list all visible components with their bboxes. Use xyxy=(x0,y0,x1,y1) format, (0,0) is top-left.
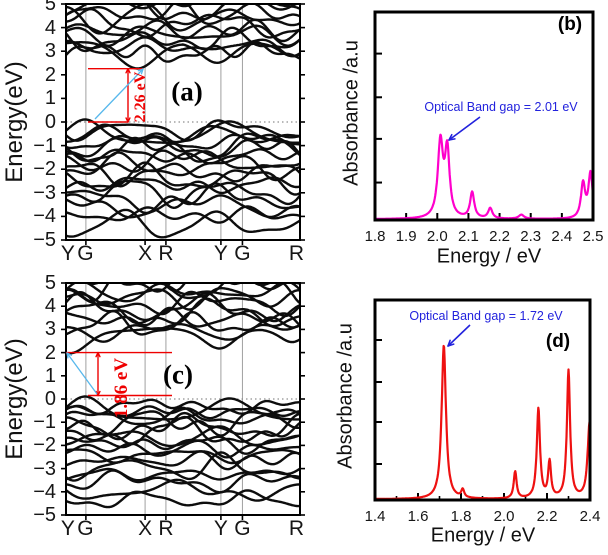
y-tick-label-c: −1 xyxy=(33,411,56,434)
x-tick-label-c: Y xyxy=(60,517,75,540)
x-tick-label-d: 2.2 xyxy=(536,508,558,525)
x-tick-label-b: 2.5 xyxy=(582,228,604,245)
y-tick-label-a: −4 xyxy=(33,205,56,228)
x-tick-label-b: 2.4 xyxy=(551,228,573,245)
absorbance-plot-d xyxy=(373,298,592,502)
y-tick-label-c: −3 xyxy=(33,457,56,480)
y-tick-label-c: 3 xyxy=(44,318,56,341)
y-tick-label-c: −2 xyxy=(33,434,56,457)
y-tick-label-c: 5 xyxy=(44,272,56,294)
x-tick-label-a: G xyxy=(234,242,251,265)
y-tick-label-a: 5 xyxy=(44,0,56,15)
optical-band-gap-annotation-d: Optical Band gap = 1.72 eV xyxy=(409,309,563,323)
x-tick-label-a: Y xyxy=(213,242,228,265)
optical-band-gap-annotation-b: Optical Band gap = 2.01 eV xyxy=(424,100,578,114)
x-tick-label-b: 1.8 xyxy=(364,228,386,245)
y-tick-label-c: 1 xyxy=(44,364,56,387)
y-tick-label-a: −2 xyxy=(33,158,56,181)
x-tick-label-a: G xyxy=(77,242,94,265)
x-tick-label-d: 1.6 xyxy=(407,508,429,525)
x-tick-label-d: 2.4 xyxy=(579,508,601,525)
x-tick-label-b: 1.9 xyxy=(395,228,417,245)
x-tick-label-b: 2.2 xyxy=(489,228,510,245)
y-tick-label-a: −3 xyxy=(33,181,56,204)
y-axis-label-b: Absorbance /a.u xyxy=(340,40,363,186)
x-tick-label-c: G xyxy=(77,517,94,540)
x-tick-label-c: R xyxy=(288,517,305,540)
x-tick-label-a: Y xyxy=(60,242,75,265)
y-tick-label-c: 2 xyxy=(44,341,56,364)
panel-label-c: (c) xyxy=(163,359,193,390)
x-tick-label-c: G xyxy=(234,517,251,540)
y-tick-label-c: 0 xyxy=(44,388,56,410)
band-structure-plot-c xyxy=(61,282,305,520)
x-tick-label-b: 2.1 xyxy=(457,228,479,245)
x-tick-label-c: R xyxy=(158,517,174,540)
panel-label-d: (d) xyxy=(545,331,571,352)
y-tick-label-a: 0 xyxy=(44,111,56,133)
x-tick-label-c: Y xyxy=(213,517,228,540)
y-tick-label-c: −5 xyxy=(33,504,56,526)
band-gap-annotation-c: 1.86 eV xyxy=(111,357,132,419)
absorbance-plot-b xyxy=(373,10,595,222)
x-tick-label-a: R xyxy=(158,242,174,265)
x-axis-label-d: Energy / eV xyxy=(430,524,536,547)
band-gap-annotation-a: 2.26 eV xyxy=(132,71,149,123)
x-tick-label-c: X xyxy=(138,517,153,540)
x-tick-label-d: 1.4 xyxy=(364,508,386,525)
y-tick-label-a: 2 xyxy=(44,63,56,86)
y-tick-label-c: 4 xyxy=(44,295,56,318)
y-tick-label-a: 4 xyxy=(44,16,56,39)
x-tick-label-d: 1.8 xyxy=(450,508,472,525)
x-tick-label-a: R xyxy=(288,242,305,265)
x-tick-label-d: 2.0 xyxy=(493,508,515,525)
x-tick-label-a: X xyxy=(138,242,153,265)
y-tick-label-a: 3 xyxy=(44,40,56,63)
panel-label-a: (a) xyxy=(171,76,203,107)
x-tick-label-b: 2.3 xyxy=(520,228,542,245)
y-tick-label-a: −5 xyxy=(33,229,56,251)
y-tick-label-c: −4 xyxy=(33,480,56,503)
x-axis-label-b: Energy / eV xyxy=(436,245,542,268)
y-tick-label-a: −1 xyxy=(33,134,56,157)
band-structure-plot-a xyxy=(61,3,305,245)
y-tick-label-a: 1 xyxy=(44,87,56,110)
panel-label-b: (b) xyxy=(557,14,583,35)
x-tick-label-b: 2.0 xyxy=(426,228,448,245)
y-axis-label-d: Absorbance /a.u xyxy=(334,323,357,469)
